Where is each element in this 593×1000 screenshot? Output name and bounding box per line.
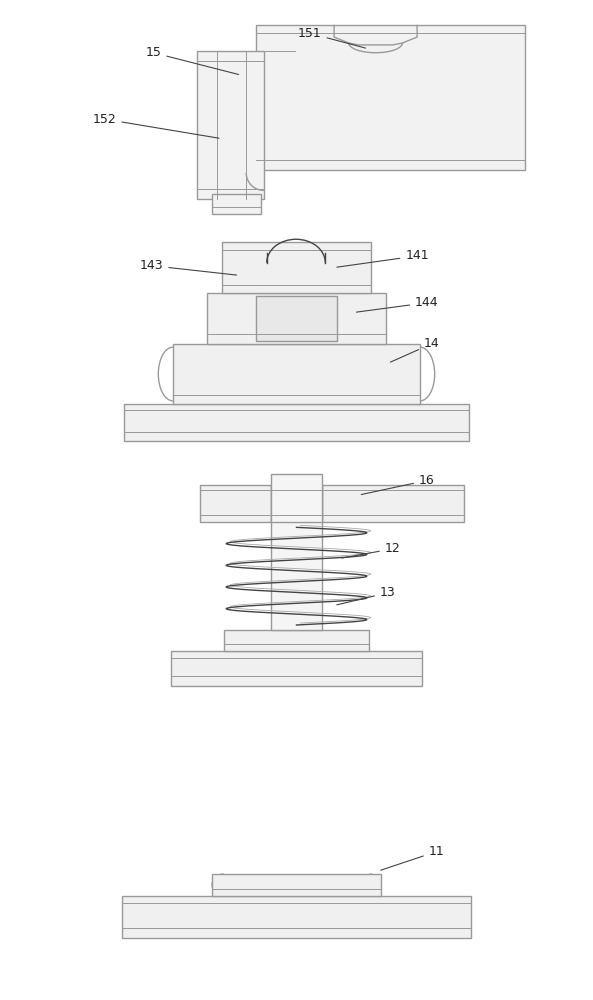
Text: 15: 15 (145, 46, 238, 75)
Bar (171, 651, 422, 686)
Text: 12: 12 (342, 542, 400, 558)
Bar (256, 296, 337, 341)
Bar (124, 404, 469, 441)
Bar (200, 485, 270, 522)
Bar (173, 344, 420, 404)
Bar (212, 194, 261, 214)
Bar (323, 485, 464, 522)
Text: 16: 16 (361, 474, 435, 495)
Text: 144: 144 (356, 296, 439, 312)
Text: 152: 152 (93, 113, 219, 138)
Bar (197, 51, 264, 199)
Bar (270, 474, 323, 522)
Bar (224, 630, 369, 651)
Text: 141: 141 (337, 249, 429, 267)
Bar (207, 293, 386, 344)
Bar (122, 896, 471, 938)
Text: 143: 143 (140, 259, 237, 275)
Text: 151: 151 (298, 27, 366, 48)
Text: 13: 13 (337, 586, 396, 605)
Bar (212, 874, 381, 896)
Text: 14: 14 (390, 337, 439, 362)
Text: 11: 11 (381, 845, 445, 870)
Bar (270, 485, 323, 630)
Bar (222, 242, 371, 293)
Bar (256, 25, 525, 170)
